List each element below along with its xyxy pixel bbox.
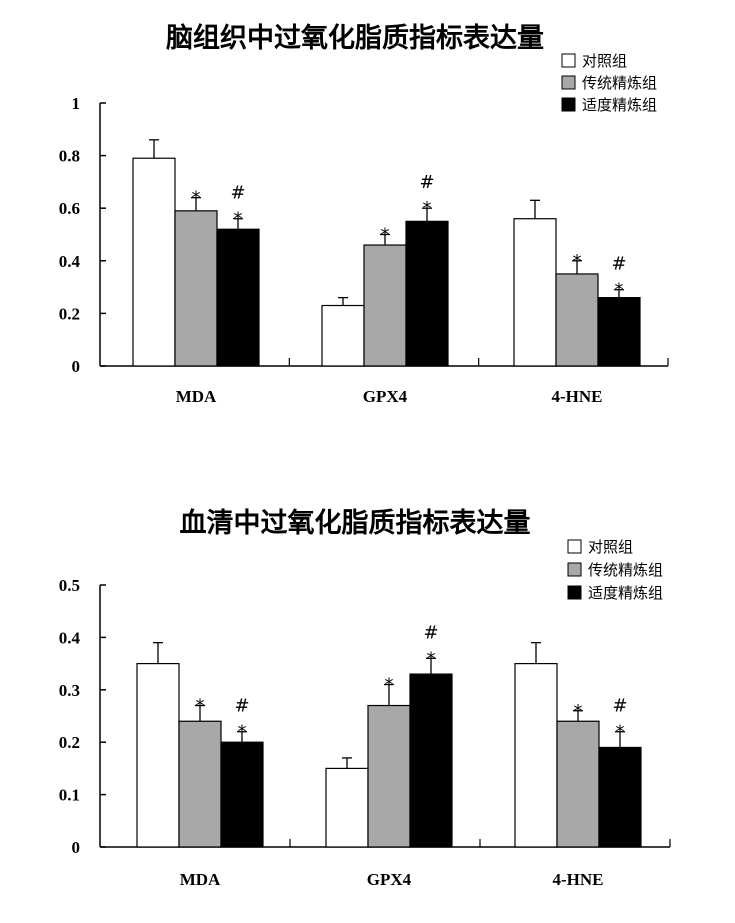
significance-star: * — [573, 251, 582, 272]
bar — [178, 720, 222, 848]
x-category-label: MDA — [176, 387, 217, 406]
legend-label: 传统精炼组 — [588, 561, 663, 579]
bar — [514, 663, 558, 848]
legend-label: 对照组 — [582, 52, 627, 70]
bar — [598, 746, 642, 848]
x-category-label: MDA — [180, 870, 221, 889]
significance-star: * — [196, 696, 205, 717]
bar — [556, 720, 600, 848]
brain-tissue-chart: 脑组织中过氧化脂质指标表达量对照组传统精炼组适度精炼组 0 0.2 0.4 0.6 0.8… — [0, 0, 735, 440]
significance-star: * — [616, 722, 625, 743]
significance-hash: # — [611, 254, 626, 275]
significance-star: * — [192, 188, 201, 209]
significance-star: * — [427, 648, 436, 669]
legend-swatch — [561, 97, 576, 112]
y-tick-label: 0.8 — [59, 147, 80, 166]
significance-star: * — [574, 701, 583, 722]
legend-label: 传统精炼组 — [582, 74, 657, 92]
legend-swatch — [567, 539, 582, 554]
bar — [132, 157, 176, 367]
bar — [409, 673, 453, 848]
y-tick-label: 0 — [72, 838, 81, 857]
bar — [597, 297, 641, 367]
significance-hash: # — [423, 622, 438, 643]
x-category-label: GPX4 — [367, 870, 412, 889]
y-tick-label: 0.1 — [59, 786, 80, 805]
significance-star: * — [385, 675, 394, 696]
chart-title: 脑组织中过氧化脂质指标表达量 — [166, 22, 544, 54]
y-tick-label: 0.4 — [59, 628, 81, 647]
bar — [405, 220, 449, 367]
significance-hash: # — [230, 183, 245, 204]
significance-hash: # — [234, 696, 249, 717]
x-category-label: 4-HNE — [552, 387, 603, 406]
legend-swatch — [567, 585, 582, 600]
significance-star: * — [234, 209, 243, 230]
legend-swatch — [561, 75, 576, 90]
bar — [216, 228, 260, 367]
y-tick-label: 1 — [72, 94, 81, 113]
significance-star: * — [423, 198, 432, 219]
significance-star: * — [615, 280, 624, 301]
bar — [555, 273, 599, 367]
x-category-label: GPX4 — [363, 387, 408, 406]
bar — [363, 244, 407, 367]
significance-star: * — [381, 225, 390, 246]
y-tick-label: 0.4 — [59, 252, 81, 271]
serum-chart: 血清中过氧化脂质指标表达量对照组传统精炼组适度精炼组 0 0.1 0.2 0.3 0.4 0… — [0, 495, 735, 923]
y-tick-label: 0 — [72, 357, 81, 376]
x-category-label: 4-HNE — [553, 870, 604, 889]
legend-swatch — [567, 562, 582, 577]
legend-label: 适度精炼组 — [588, 584, 663, 602]
bar — [325, 767, 369, 848]
bar — [367, 704, 411, 848]
y-tick-label: 0.2 — [59, 733, 80, 752]
y-tick-label: 0.5 — [59, 576, 80, 595]
legend-label: 对照组 — [588, 538, 633, 556]
significance-hash: # — [419, 172, 434, 193]
legend-swatch — [561, 53, 576, 68]
bar — [321, 304, 365, 367]
significance-hash: # — [612, 696, 627, 717]
bar — [136, 663, 180, 848]
legend-label: 适度精炼组 — [582, 96, 657, 114]
y-tick-label: 0.3 — [59, 681, 80, 700]
bar — [513, 218, 557, 367]
chart-title: 血清中过氧化脂质指标表达量 — [180, 508, 531, 539]
bar — [174, 210, 218, 367]
significance-star: * — [238, 722, 247, 743]
bar — [220, 741, 264, 848]
y-tick-label: 0.6 — [59, 199, 80, 218]
y-tick-label: 0.2 — [59, 304, 80, 323]
